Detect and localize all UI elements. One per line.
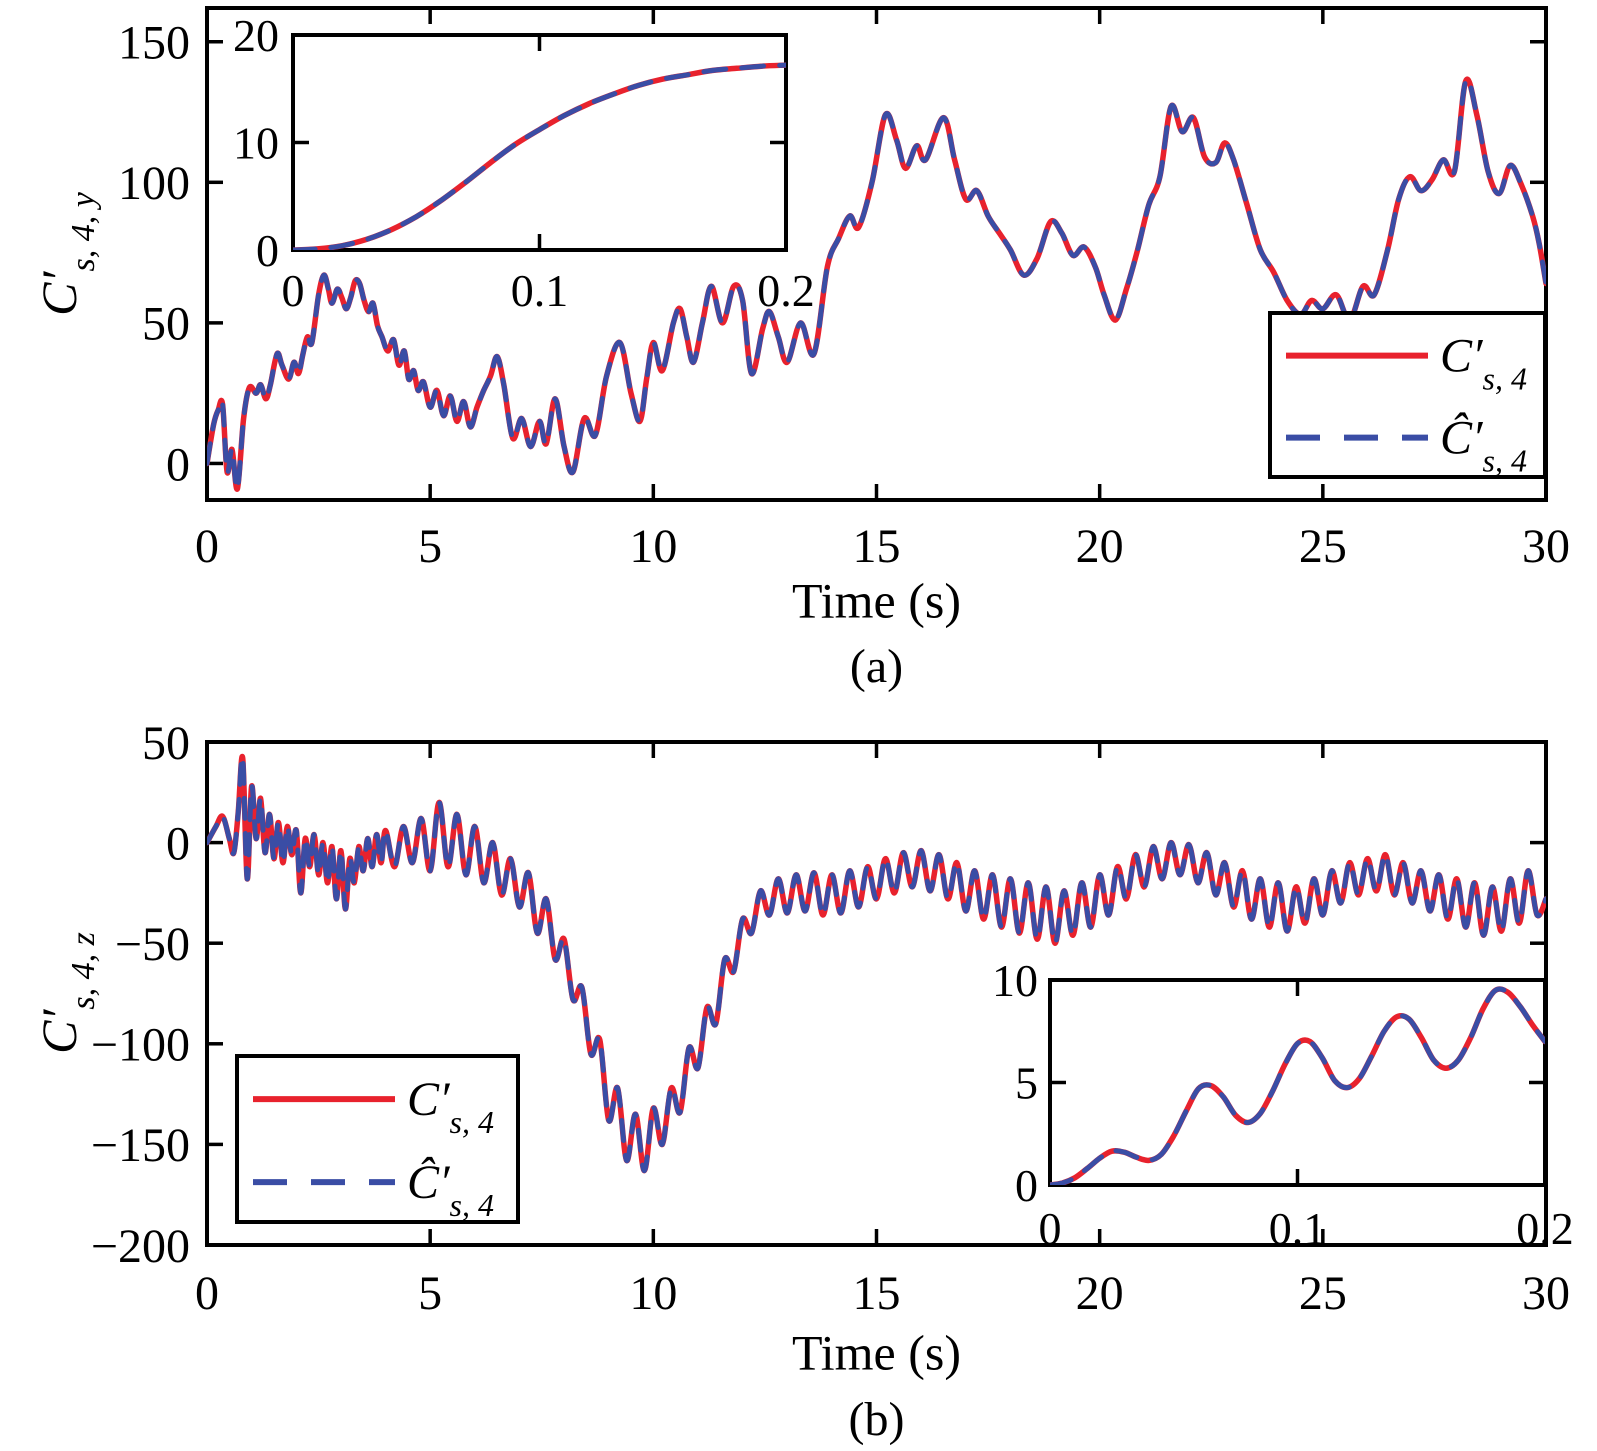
inset-y-tick-label: 0 — [1015, 1160, 1038, 1211]
x-tick-label: 10 — [629, 1267, 677, 1320]
x-tick-label: 0 — [195, 1267, 219, 1320]
x-tick-label: 15 — [853, 520, 901, 573]
x-tick-label: 5 — [418, 1267, 442, 1320]
inset-y-tick-label: 20 — [233, 10, 279, 61]
legend-b-label-measured: C′s, 4 — [407, 1073, 494, 1140]
inset-bg — [1050, 980, 1545, 1185]
y-tick-label: −100 — [91, 1019, 190, 1072]
inset-bg — [293, 35, 786, 250]
panel-caption-a: (a) — [850, 640, 903, 693]
y-tick-label: −150 — [91, 1119, 190, 1172]
inset-y-tick-labels: 0 10 20 — [233, 10, 279, 276]
x-tick-label: 25 — [1299, 1267, 1347, 1320]
y-tick-label: 50 — [142, 717, 190, 770]
x-tick-label: 0 — [195, 520, 219, 573]
legend-a-label-measured: C′s, 4 — [1440, 330, 1527, 397]
x-tick-label: 5 — [418, 520, 442, 573]
legend-b: C′s, 4 Ĉ′s, 4 — [235, 1054, 520, 1224]
estimated-curve — [207, 76, 1546, 492]
estimated-curve — [293, 62, 786, 250]
inset-y-tick-label: 5 — [1015, 1058, 1038, 1109]
inset-x-tick-label: 0.2 — [1516, 1203, 1574, 1254]
x-axis-label-b: Time (s) — [792, 1325, 961, 1381]
legend-a-box — [1268, 311, 1547, 479]
inset-y-tick-label: 0 — [256, 225, 279, 276]
y-tick-label: −50 — [115, 918, 190, 971]
y-tick-label: 150 — [118, 17, 190, 70]
y-axis-label-a: C′s, 4, y — [31, 191, 102, 316]
inset-y-tick-label: 10 — [992, 955, 1038, 1006]
plot-b-ticks — [205, 740, 1548, 1247]
y-tick-labels-b: 50 0 −50 −100 −150 −200 — [91, 717, 190, 1273]
x-tick-label: 30 — [1522, 1267, 1570, 1320]
legend-a: C′s, 4 Ĉ′s, 4 — [1268, 311, 1547, 479]
y-tick-labels-a: 0 50 100 150 — [118, 17, 190, 492]
y-tick-label: 0 — [166, 817, 190, 870]
y-axis-label-b: C′s, 4, z — [31, 932, 102, 1054]
inset-y-tick-label: 10 — [233, 118, 279, 169]
inset-x-tick-label: 0 — [282, 265, 305, 316]
legend-a-label-estimated: Ĉ′s, 4 — [1440, 411, 1527, 479]
y-tick-label: 0 — [166, 438, 190, 491]
inset-a: 0 0.1 0.2 0 10 20 — [233, 10, 815, 316]
x-axis-label-a: Time (s) — [792, 573, 961, 629]
legend-b-box — [235, 1054, 520, 1224]
panel-caption-b: (b) — [849, 1393, 905, 1446]
x-tick-labels-b: 0 5 10 15 20 25 30 — [195, 1267, 1570, 1320]
x-tick-label: 20 — [1076, 520, 1124, 573]
y-tick-label: 100 — [118, 157, 190, 210]
x-tick-label: 10 — [629, 520, 677, 573]
x-tick-label: 20 — [1076, 1267, 1124, 1320]
y-tick-label: 50 — [142, 298, 190, 351]
inset-y-tick-labels: 0 5 10 — [992, 955, 1038, 1211]
inset-x-tick-label: 0 — [1039, 1203, 1062, 1254]
inset-x-tick-label: 0.1 — [511, 265, 569, 316]
legend-b-label-estimated: Ĉ′s, 4 — [407, 1155, 494, 1223]
inset-x-tick-label: 0.1 — [1269, 1203, 1327, 1254]
y-tick-label: −200 — [91, 1220, 190, 1273]
plot-a-ticks — [205, 8, 1548, 500]
estimated-curve — [207, 754, 1546, 1174]
inset-x-tick-labels: 0 0.1 0.2 — [1039, 1203, 1574, 1254]
inset-x-tick-labels: 0 0.1 0.2 — [282, 265, 815, 316]
x-tick-labels-a: 0 5 10 15 20 25 30 — [195, 520, 1570, 573]
inset-x-tick-label: 0.2 — [757, 265, 815, 316]
x-tick-label: 25 — [1299, 520, 1347, 573]
inset-b: 0 0.1 0.2 0 5 10 — [992, 955, 1574, 1254]
x-tick-label: 30 — [1522, 520, 1570, 573]
estimated-curve — [1050, 986, 1545, 1185]
x-tick-label: 15 — [853, 1267, 901, 1320]
